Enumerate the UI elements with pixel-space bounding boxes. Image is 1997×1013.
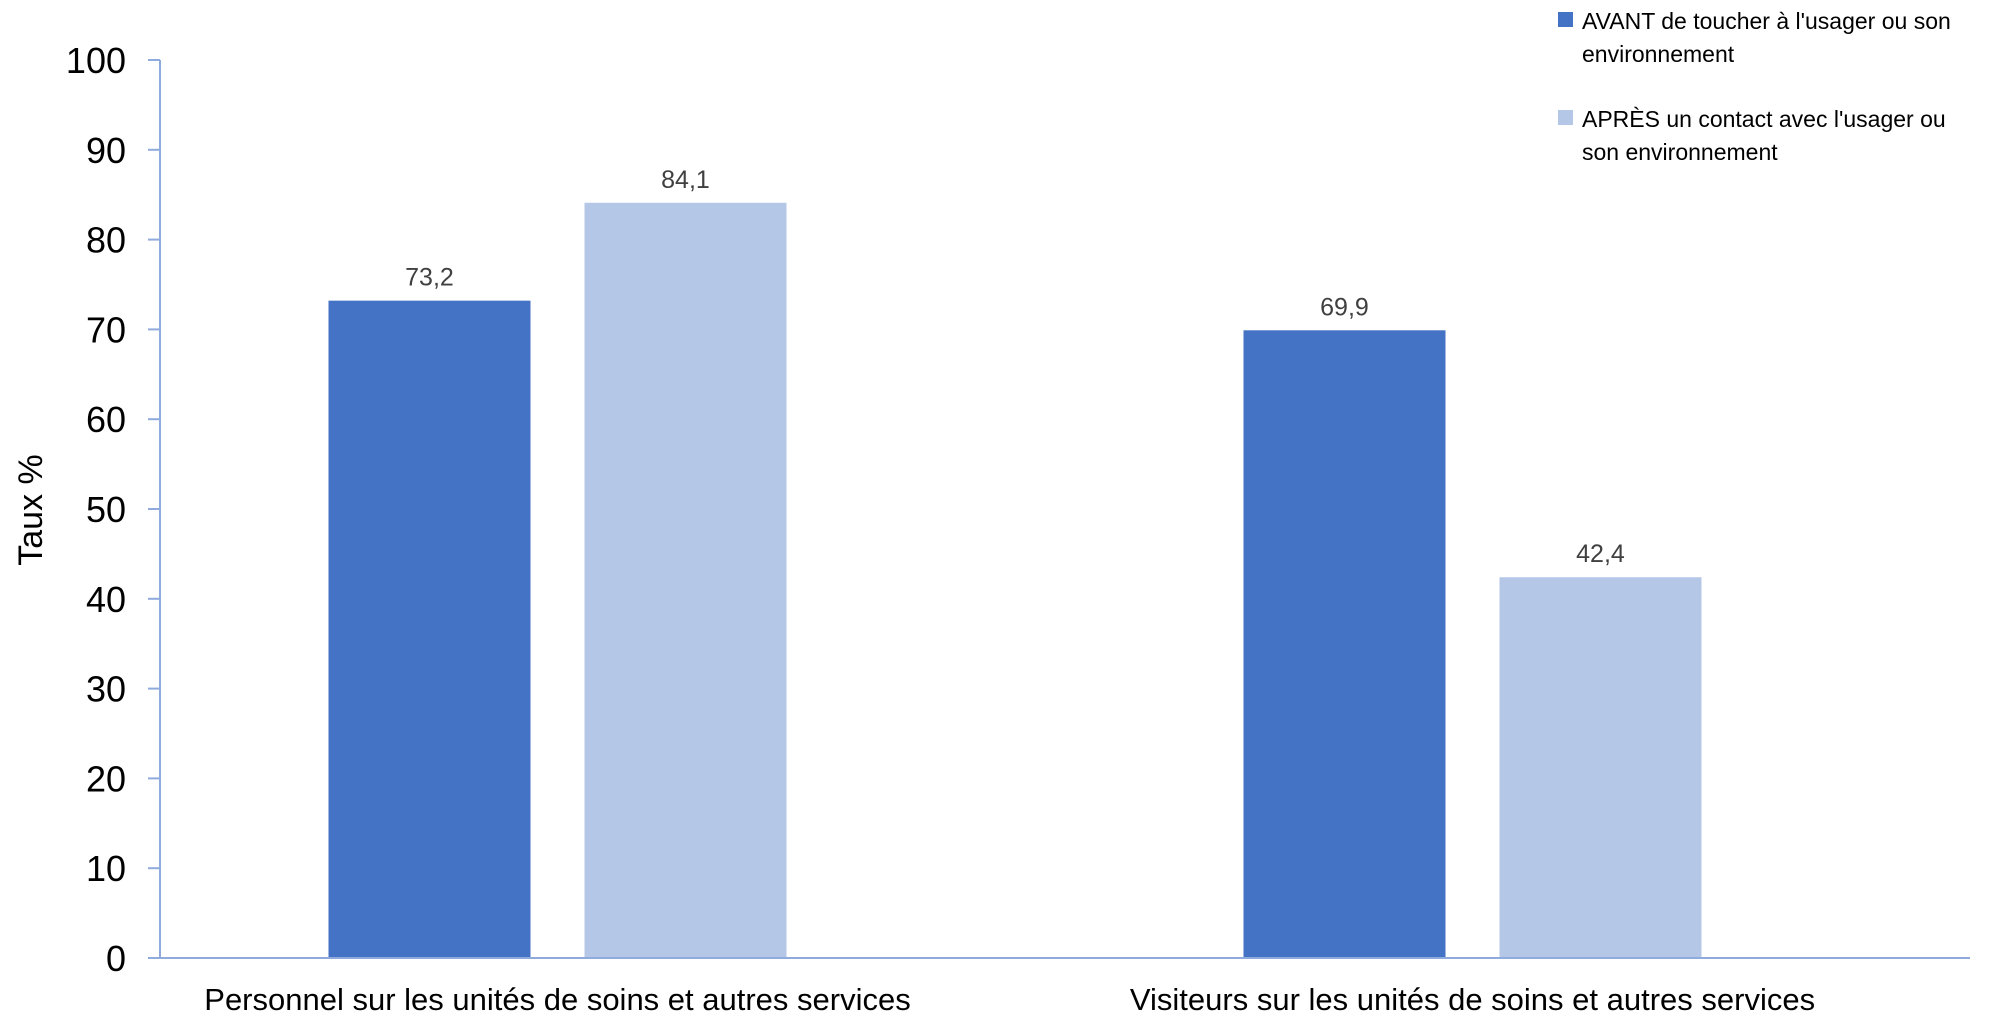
- bars-layer: [328, 202, 1702, 959]
- legend: AVANT de toucher à l'usager ou son enviro…: [1558, 8, 1951, 165]
- legend-text: APRÈS un contact avec l'usager ou: [1582, 106, 1946, 132]
- y-tick-label: 20: [86, 758, 126, 799]
- y-tick-label: 10: [86, 848, 126, 889]
- data-label: 73,2: [405, 264, 454, 292]
- bar-avant-2: [1243, 330, 1446, 959]
- x-category-label: Visiteurs sur les unités de soins et aut…: [1130, 982, 1815, 1013]
- y-tick-label: 100: [66, 40, 126, 81]
- x-axis-category-labels: Personnel sur les unités de soins et aut…: [204, 982, 1815, 1013]
- y-tick-label: 90: [86, 130, 126, 171]
- bar-apres-2: [1499, 577, 1702, 958]
- y-tick-label: 80: [86, 220, 126, 261]
- data-label: 69,9: [1320, 293, 1369, 321]
- legend-text: son environnement: [1582, 139, 1778, 165]
- data-label: 42,4: [1576, 540, 1625, 568]
- bar-apres-1: [584, 202, 787, 959]
- y-tick-label: 50: [86, 489, 126, 530]
- y-tick-label: 60: [86, 399, 126, 440]
- data-labels-layer: 73,2 84,1 69,9 42,4: [405, 166, 1625, 568]
- legend-item-apres: APRÈS un contact avec l'usager ou son env…: [1558, 106, 1946, 165]
- legend-item-avant: AVANT de toucher à l'usager ou son enviro…: [1558, 8, 1951, 67]
- y-tick-label: 0: [106, 938, 126, 979]
- y-axis-title: Taux %: [12, 454, 50, 566]
- legend-text: environnement: [1582, 41, 1735, 67]
- y-tick-label: 30: [86, 669, 126, 710]
- x-category-label: Personnel sur les unités de soins et aut…: [204, 982, 910, 1013]
- data-label: 84,1: [661, 166, 710, 194]
- y-tick-label: 40: [86, 579, 126, 620]
- y-axis-ticks: 0 10 20 30 40 50 60 70 80 90 100: [66, 40, 160, 979]
- legend-swatch: [1558, 110, 1573, 125]
- legend-text: AVANT de toucher à l'usager ou son: [1582, 8, 1951, 34]
- legend-swatch: [1558, 12, 1573, 27]
- y-tick-label: 70: [86, 309, 126, 350]
- bar-avant-1: [328, 300, 531, 958]
